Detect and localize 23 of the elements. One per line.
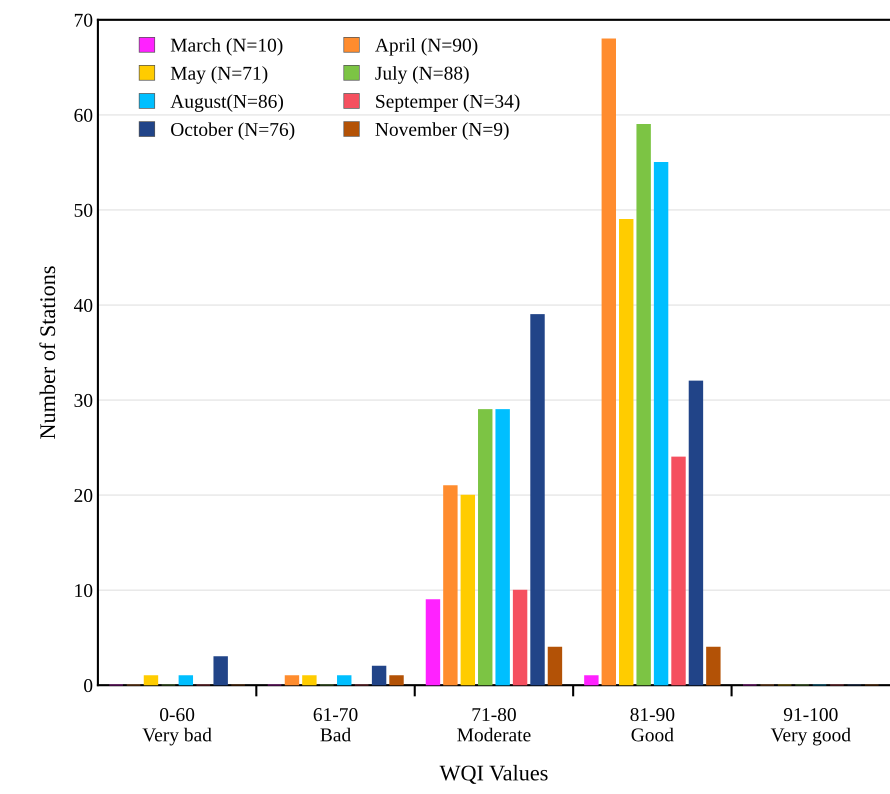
y-tick-label: 70	[74, 14, 92, 27]
y-tick-label: 20	[74, 488, 92, 502]
x-tick-label: 0-60 Very bad	[142, 708, 212, 746]
y-tick-label: 60	[74, 108, 92, 122]
x-tick-label: 71-80 Moderate	[457, 708, 531, 742]
x-tick-label: 61-70 Bad	[314, 708, 358, 742]
x-axis-title: WQI Values	[440, 764, 548, 784]
y-tick-label: 10	[75, 584, 92, 598]
y-tick-label: 30	[74, 394, 92, 407]
x-tick-label: 91-100 Very good	[770, 708, 851, 746]
y-tick-label: 50	[74, 204, 92, 217]
y-axis-title: Number of Stations	[39, 266, 56, 439]
legend-label: Septemper (N=34)	[376, 94, 520, 112]
legend-label: November (N=9)	[375, 122, 509, 140]
legend-label: October (N=76)	[171, 122, 294, 140]
legend-label: April (N=90)	[375, 38, 478, 56]
legend-label: August(N=86)	[170, 94, 283, 112]
y-tick-label: 0	[84, 679, 92, 692]
y-tick-label: 40	[74, 298, 92, 312]
x-tick-label: 81-90 Good	[630, 708, 674, 742]
legend-label: July (N=88)	[375, 66, 469, 84]
legend-label: May (N=71)	[170, 66, 268, 84]
legend-label: March (N=10)	[170, 38, 282, 56]
